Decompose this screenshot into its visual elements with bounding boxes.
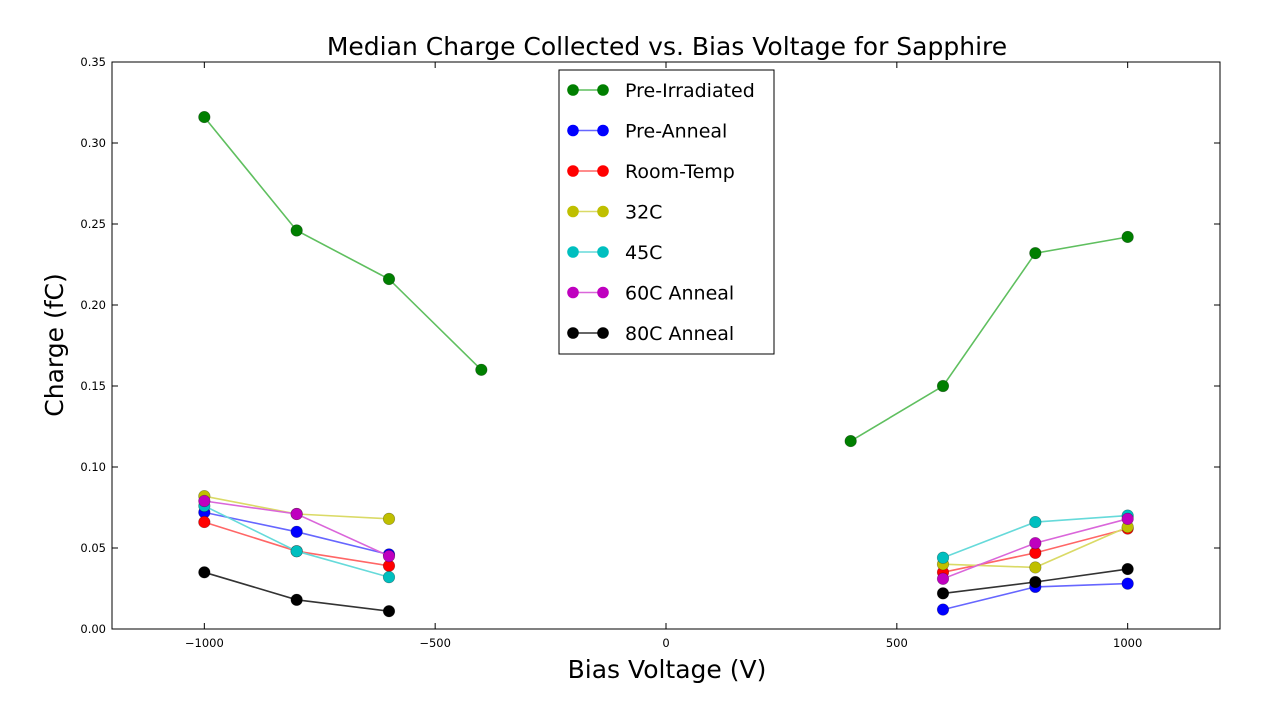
data-point	[382, 512, 396, 525]
legend-item: Pre-Anneal	[567, 121, 727, 143]
data-point	[382, 549, 396, 563]
legend-label: 32C	[625, 202, 662, 224]
data-point	[936, 587, 950, 600]
data-point	[1029, 561, 1042, 574]
data-point	[198, 515, 211, 529]
x-tick-label: 0	[662, 636, 669, 650]
data-point	[382, 272, 396, 286]
data-point	[1121, 512, 1134, 525]
y-tick-label: 0.20	[80, 298, 106, 312]
data-point	[936, 603, 950, 616]
y-tick-label: 0.25	[80, 217, 106, 231]
data-point	[1121, 577, 1134, 590]
series-pre-irradiated	[198, 110, 1134, 448]
legend-item: Pre-Irradiated	[567, 80, 755, 102]
legend-item: 32C	[567, 202, 662, 224]
series-60c-anneal	[198, 494, 1134, 585]
data-point	[1121, 562, 1134, 576]
chart-title: Median Charge Collected vs. Bias Voltage…	[327, 32, 1007, 61]
legend-marker	[597, 84, 609, 96]
legend-label: 60C Anneal	[625, 283, 734, 305]
legend-label: 80C Anneal	[625, 323, 734, 345]
data-point	[1121, 230, 1134, 244]
data-point	[475, 363, 488, 376]
plot-area	[111, 61, 1221, 630]
y-axis: 0.00 0.05 0.10 0.15 0.20 0.25 0.30 0.35	[80, 55, 1220, 636]
legend-marker	[567, 327, 579, 339]
data-point	[936, 551, 950, 564]
legend-marker	[567, 165, 579, 177]
data-point	[936, 572, 950, 585]
legend-item: 60C Anneal	[567, 283, 734, 305]
legend-item: 45C	[567, 242, 662, 264]
data-point	[844, 434, 857, 448]
x-axis: −1000 −500 0 500 1000	[185, 62, 1142, 650]
series-line	[850, 236, 1128, 442]
legend-marker	[567, 246, 579, 258]
y-tick-label: 0.10	[80, 460, 106, 474]
data-point	[198, 494, 211, 508]
legend-marker	[597, 286, 609, 299]
y-tick-label: 0.15	[80, 379, 106, 393]
legend-marker	[567, 84, 579, 96]
y-tick-label: 0.35	[80, 55, 106, 69]
data-point	[382, 605, 396, 618]
legend-label: Pre-Irradiated	[625, 80, 755, 102]
data-point	[382, 571, 396, 584]
data-point	[290, 224, 303, 237]
data-point	[290, 525, 303, 538]
data-point	[198, 110, 211, 124]
data-point	[1029, 515, 1042, 529]
legend-marker	[567, 205, 579, 218]
series-line	[203, 116, 482, 371]
data-point	[198, 566, 211, 579]
data-point	[1029, 537, 1042, 550]
data-point	[290, 507, 303, 521]
data-point	[936, 379, 950, 393]
x-tick-label: −1000	[185, 636, 224, 650]
legend-label: 45C	[625, 242, 662, 264]
data-point	[290, 545, 303, 558]
legend-marker	[597, 205, 609, 218]
legend-item: 80C Anneal	[567, 323, 734, 345]
legend-marker	[567, 286, 579, 299]
legend-item: Room-Temp	[567, 161, 735, 183]
series-room-temp	[198, 515, 1134, 579]
legend-marker	[567, 124, 579, 137]
legend-marker	[597, 246, 609, 258]
data-point	[290, 593, 303, 606]
y-tick-label: 0.05	[80, 541, 106, 555]
legend-label: Pre-Anneal	[625, 121, 727, 143]
legend-marker	[597, 124, 609, 137]
y-tick-label: 0.00	[80, 622, 106, 636]
legend-label: Room-Temp	[625, 161, 735, 183]
legend-marker	[597, 165, 609, 177]
data-point	[1029, 575, 1042, 589]
y-tick-label: 0.30	[80, 136, 106, 150]
x-tick-label: −500	[419, 636, 451, 650]
legend-marker	[597, 327, 609, 339]
legend: Pre-Irradiated Pre-Anneal Room-Temp 32C 45C 6…	[558, 69, 775, 355]
x-axis-label: Bias Voltage (V)	[568, 655, 767, 684]
series-32c	[198, 490, 1134, 574]
series-80c-anneal	[198, 562, 1134, 618]
y-axis-label: Charge (fC)	[40, 273, 69, 416]
data-point	[1029, 247, 1042, 260]
x-tick-label: 500	[886, 636, 908, 650]
x-tick-label: 1000	[1113, 636, 1142, 650]
